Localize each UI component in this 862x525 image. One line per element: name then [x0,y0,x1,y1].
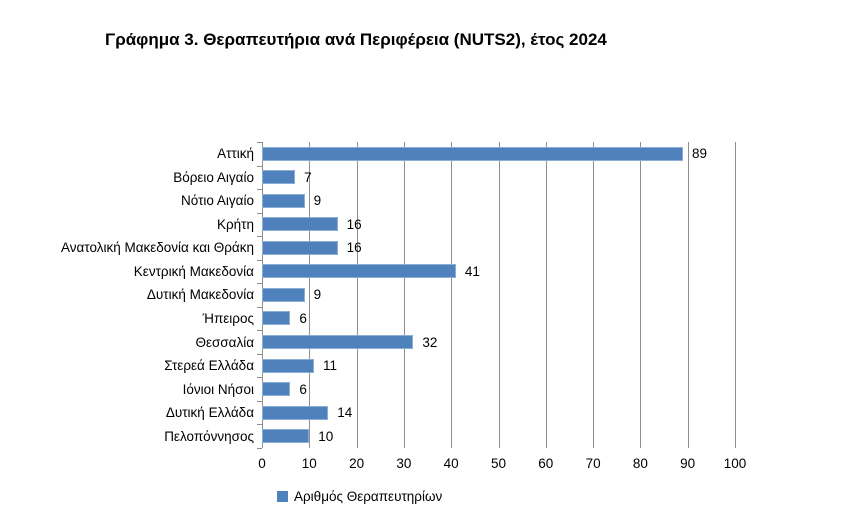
bar [262,264,456,279]
gridline [451,142,453,448]
bar-row: 9 [262,283,735,307]
axis-tick-mark [257,377,262,379]
axis-tick-mark [257,330,262,332]
bar [262,217,338,232]
category-axis-labels: Αττική Βόρειο Αιγαίο Νότιο Αιγαίο Κρήτη Ανατ… [0,142,254,448]
legend-label: Αριθμός Θεραπευτηρίων [294,489,443,504]
axis-tick-mark [257,283,262,285]
bar-row: 9 [262,189,735,213]
value-axis-labels: 0 10 20 30 40 50 60 70 80 90 100 [0,456,862,474]
bar [262,405,329,420]
bar-row: 41 [262,260,735,284]
legend-swatch-icon [277,491,288,502]
category-label: Θεσσαλία [195,334,254,350]
legend: Αριθμός Θεραπευτηρίων [277,489,442,504]
bar-rows: 89 7 9 16 16 41 9 6 32 11 6 14 10 [262,142,735,448]
bar-row: 14 [262,401,735,425]
gridline [309,142,311,448]
bar-value-label: 16 [346,240,362,256]
bar [262,358,315,373]
x-tick-label: 80 [632,456,648,471]
axis-tick-mark [257,165,262,167]
axis-tick-mark [257,142,262,143]
category-label: Δυτική Ελλάδα [165,405,254,421]
category-label: Κεντρική Μακεδονία [133,263,254,279]
bar-value-label: 6 [299,310,307,326]
axis-tick-mark [257,424,262,426]
bar-row: 7 [262,166,735,190]
bar-row: 6 [262,307,735,331]
bar-value-label: 16 [346,216,362,232]
x-tick-label: 90 [680,456,696,471]
bar [262,240,338,255]
axis-tick-mark [257,236,262,238]
bar [262,429,310,444]
bar-value-label: 10 [318,428,334,444]
bar-value-label: 9 [313,287,322,303]
gridline [545,142,547,448]
axis-tick-mark [257,306,262,308]
gridline [498,142,500,448]
bar-row: 10 [262,424,735,448]
axis-tick-mark [257,259,262,261]
axis-tick-mark [257,212,262,214]
x-tick-label: 30 [396,456,412,471]
bar-value-label: 89 [691,146,707,162]
bar-value-label: 41 [464,263,480,279]
axis-tick-mark [257,353,262,355]
category-label: Δυτική Μακεδονία [146,287,254,303]
x-tick-label: 100 [723,456,747,471]
bar-value-label: 6 [299,381,307,397]
bar-value-label: 14 [337,405,353,421]
category-label: Βόρειο Αιγαίο [173,169,254,185]
gridline [735,142,736,448]
x-tick-label: 10 [301,456,317,471]
bar-row: 6 [262,377,735,401]
bar-value-label: 9 [313,193,322,209]
bar [262,335,414,350]
bar [262,311,291,326]
bar-row: 16 [262,236,735,260]
x-tick-label: 60 [538,456,554,471]
x-tick-label: 20 [349,456,365,471]
chart-title: Γράφημα 3. Θεραπευτήρια ανά Περιφέρεια (… [105,30,607,49]
axis-tick-mark [257,400,262,402]
x-tick-label: 50 [490,456,507,471]
category-label: Ήπειρος [202,310,254,326]
bar-row: 11 [262,354,735,378]
bar-row: 16 [262,213,735,237]
plot-area: 89 7 9 16 16 41 9 6 32 11 6 14 10 [257,142,736,449]
category-label: Νότιο Αιγαίο [181,193,254,209]
gridline [593,142,595,448]
bar-value-label: 7 [304,169,312,185]
bar [262,193,305,208]
bar [262,170,296,185]
category-label: Πελοπόννησος [164,428,254,444]
category-label: Ανατολική Μακεδονία και Θράκη [61,240,254,256]
bar-value-label: 11 [323,358,338,374]
gridline [687,142,689,448]
bar-value-label: 32 [422,334,438,350]
axis-tick-mark [257,189,262,191]
bar [262,146,683,161]
bar [262,382,291,397]
category-label: Κρήτη [216,216,254,232]
bar [262,287,305,302]
gridline [403,142,405,448]
axis-tick-mark [257,448,262,449]
x-tick-label: 40 [443,456,459,471]
category-label: Αττική [217,146,254,162]
x-tick-label: 0 [258,456,266,471]
gridline [356,142,358,448]
gridline [640,142,642,448]
x-tick-label: 70 [585,456,601,471]
bar-row: 89 [262,142,735,166]
bar-row: 32 [262,330,735,354]
category-label: Ιόνιοι Νήσοι [182,381,254,397]
category-label: Στερεά Ελλάδα [164,358,254,374]
